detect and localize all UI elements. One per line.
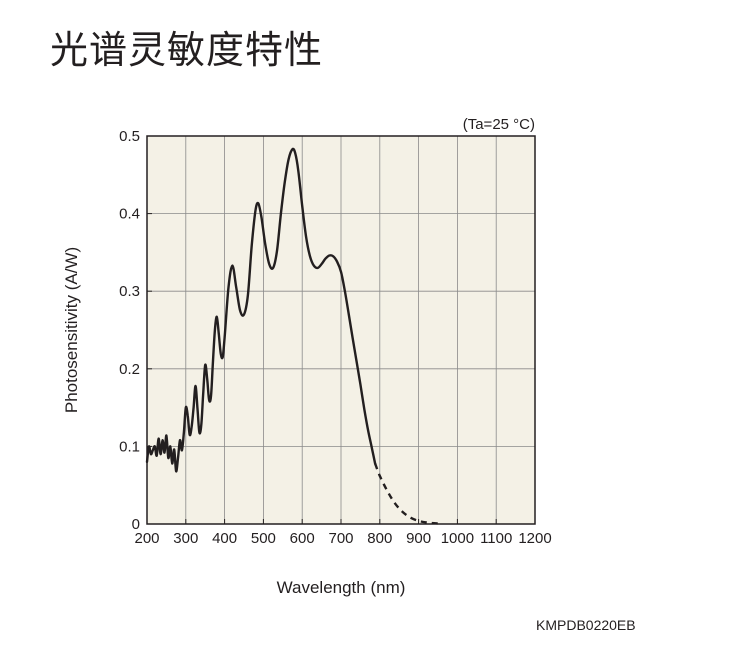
x-tick-label: 800 xyxy=(367,530,392,547)
y-axis-label: Photosensitivity (A/W) xyxy=(62,247,81,413)
x-tick-label: 500 xyxy=(251,530,276,547)
x-tick-label: 900 xyxy=(406,530,431,547)
series-line-solid xyxy=(145,147,377,473)
data-series xyxy=(145,147,442,525)
x-tick-label: 700 xyxy=(328,530,353,547)
y-tick-label: 0.3 xyxy=(119,283,140,300)
page-title: 光谱灵敏度特性 xyxy=(50,28,324,72)
x-tick-label: 400 xyxy=(212,530,237,547)
y-tick-label: 0.4 xyxy=(119,206,140,223)
x-tick-label: 1200 xyxy=(518,530,551,547)
gridlines xyxy=(147,136,535,524)
y-axis-ticks: 0 0.1 0.2 0.3 0.4 0.5 xyxy=(119,128,152,533)
x-tick-label: 200 xyxy=(134,530,159,547)
x-tick-label: 600 xyxy=(290,530,315,547)
y-tick-label: 0.2 xyxy=(119,361,140,378)
x-tick-label: 1100 xyxy=(480,530,512,547)
y-tick-label: 0.1 xyxy=(119,438,140,455)
y-tick-label: 0 xyxy=(132,516,140,533)
x-axis-label: Wavelength (nm) xyxy=(277,578,406,597)
y-tick-label: 0.5 xyxy=(119,128,140,145)
x-axis-ticks: 200 300 400 500 600 700 800 900 1000 1100 1200 xyxy=(134,519,552,547)
x-tick-label: 300 xyxy=(173,530,198,547)
condition-label: (Ta=25 °C) xyxy=(463,116,535,133)
x-tick-label: 1000 xyxy=(441,530,474,547)
figure-code: KMPDB0220EB xyxy=(536,617,636,633)
